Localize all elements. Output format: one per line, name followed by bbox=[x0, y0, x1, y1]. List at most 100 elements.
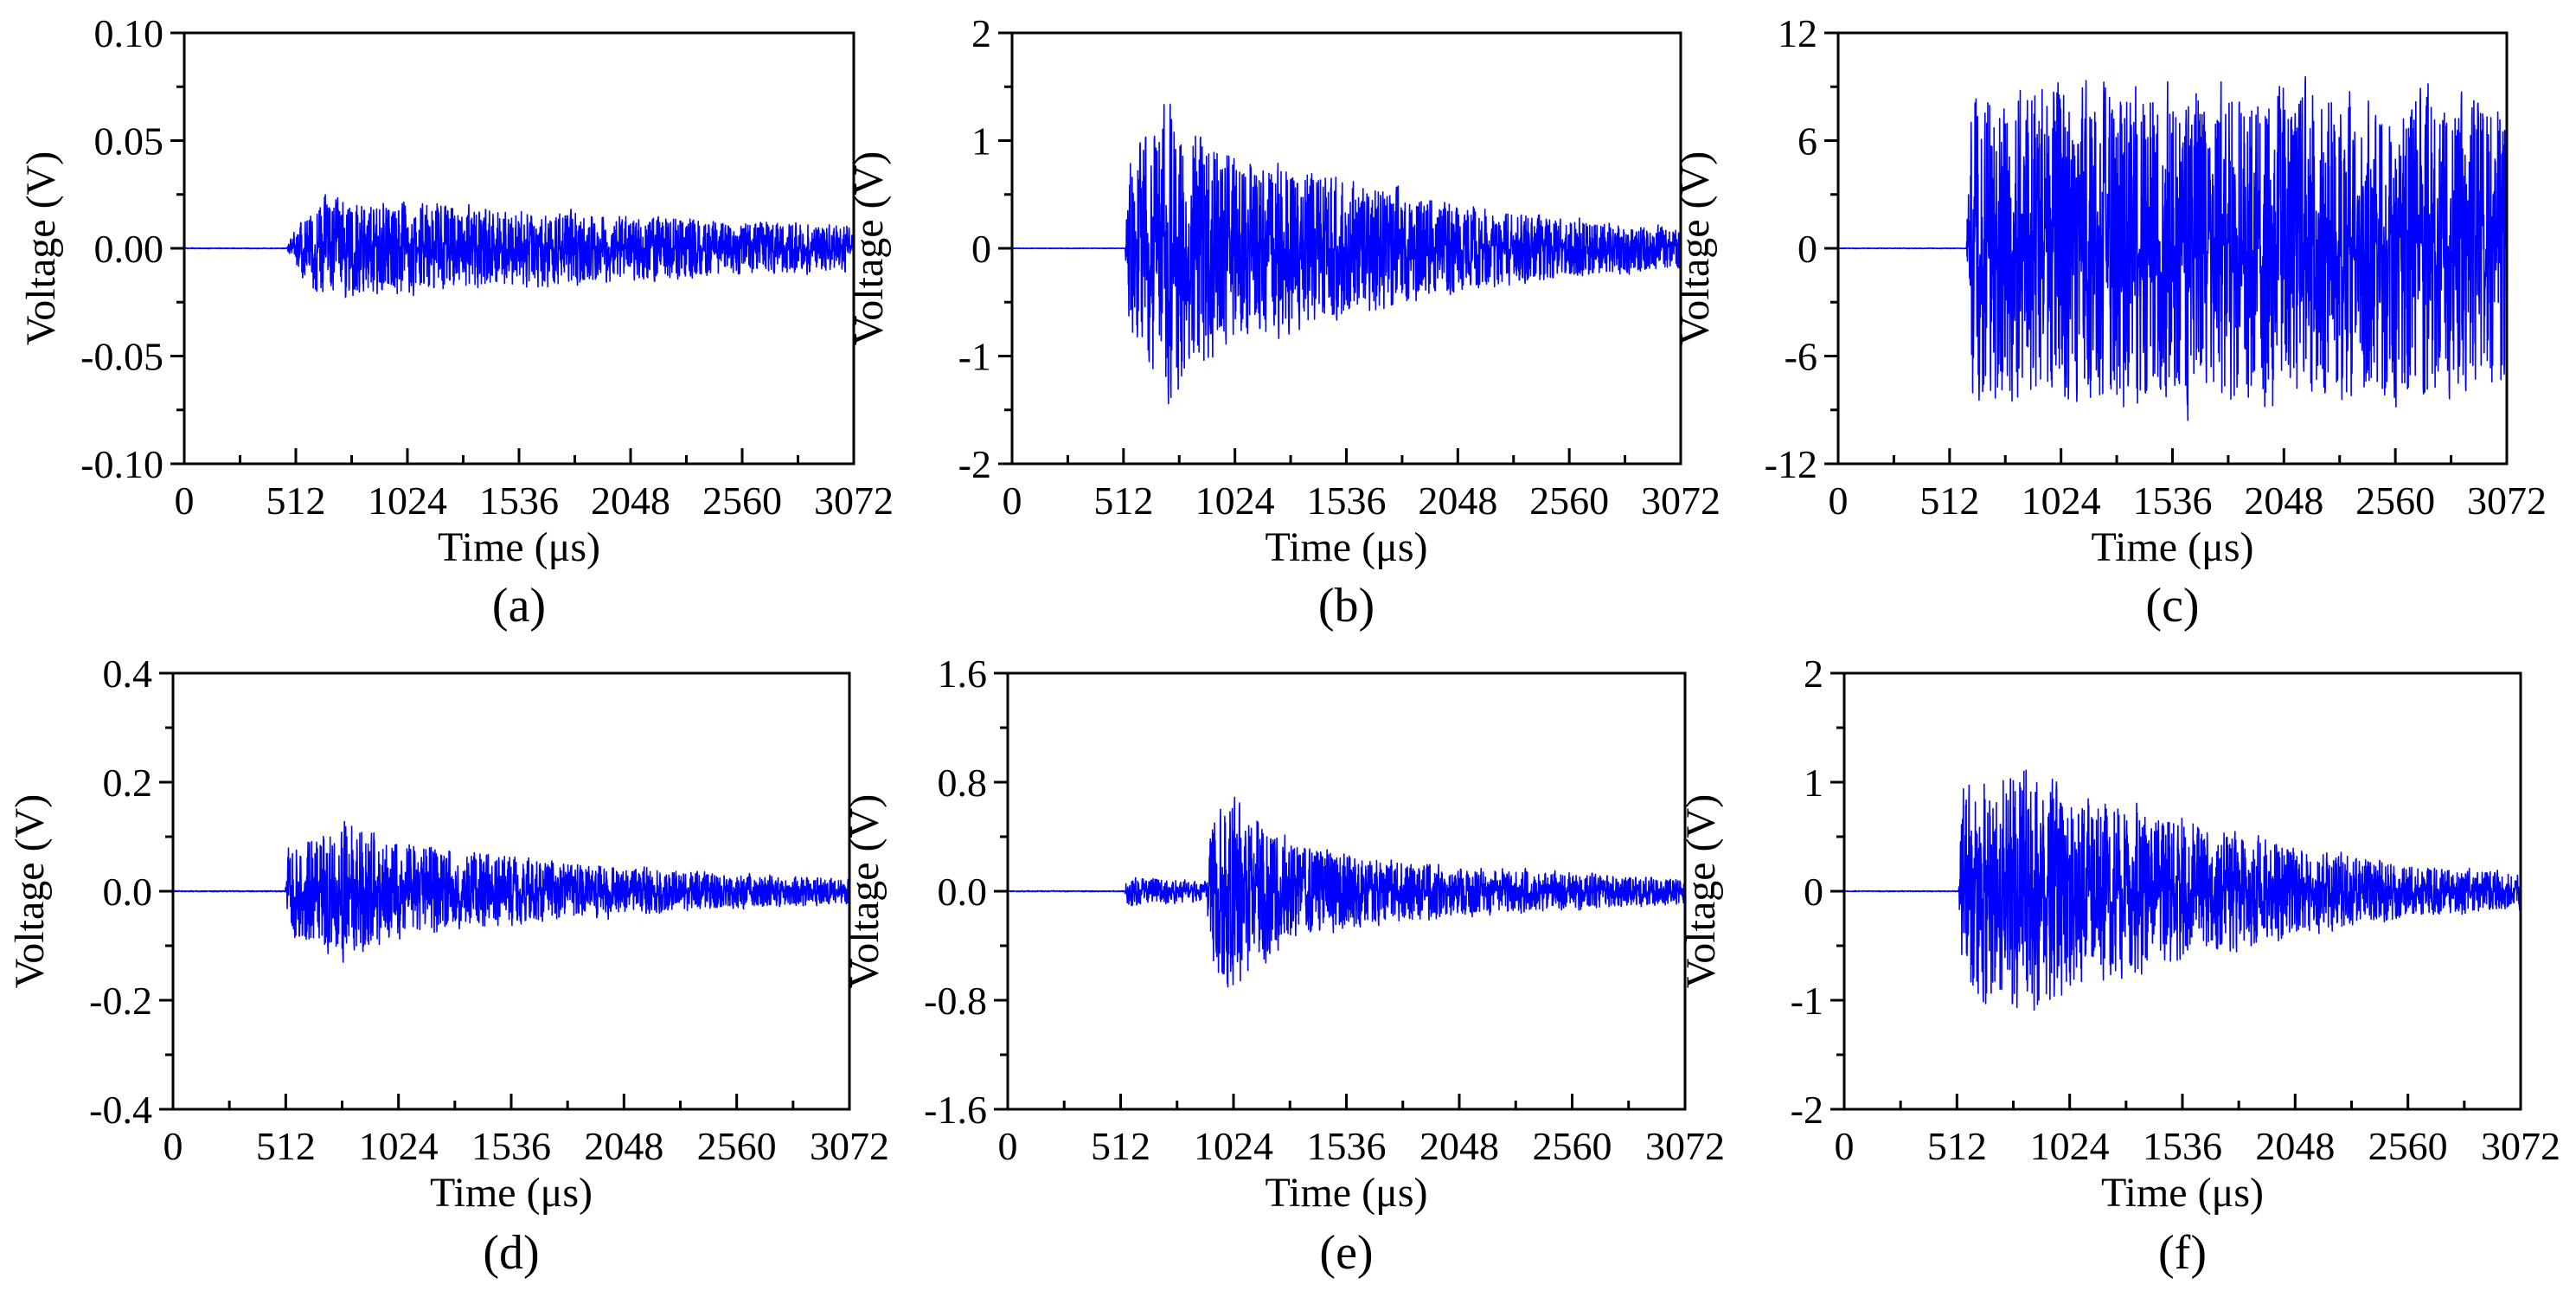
x-tick-label: 0 bbox=[1003, 478, 1022, 523]
x-tick-label: 2560 bbox=[2355, 478, 2435, 523]
panel-label: (d) bbox=[483, 1226, 539, 1280]
x-axis-title: Time (μs) bbox=[438, 524, 600, 570]
x-tick-label: 0 bbox=[163, 1124, 183, 1168]
x-tick-label: 0 bbox=[1829, 478, 1849, 523]
x-tick-label: 3072 bbox=[810, 1124, 889, 1168]
panel-label: (e) bbox=[1319, 1226, 1373, 1280]
y-tick-label: 2 bbox=[971, 11, 991, 55]
x-axis-title: Time (μs) bbox=[430, 1170, 593, 1216]
x-tick-label: 1536 bbox=[471, 1124, 551, 1168]
x-tick-label: 512 bbox=[1091, 1124, 1150, 1168]
signal-trace-b bbox=[1012, 103, 1681, 404]
y-tick-label: -1.6 bbox=[924, 1088, 987, 1132]
signal-trace-e bbox=[1008, 796, 1685, 988]
x-tick-label: 2048 bbox=[2244, 478, 2323, 523]
x-axis-title: Time (μs) bbox=[2101, 1170, 2264, 1216]
y-tick-label: -0.05 bbox=[80, 335, 163, 379]
x-tick-label: 1024 bbox=[2022, 478, 2101, 523]
y-tick-label: -1 bbox=[958, 335, 991, 379]
x-tick-label: 512 bbox=[1093, 478, 1153, 523]
x-tick-label: 2048 bbox=[591, 478, 670, 523]
x-tick-label: 3072 bbox=[2467, 478, 2547, 523]
x-tick-label: 0 bbox=[1835, 1124, 1855, 1168]
y-axis-title: Voltage (V) bbox=[18, 151, 64, 345]
y-tick-label: -2 bbox=[958, 442, 991, 486]
y-tick-label: 6 bbox=[1797, 119, 1817, 164]
x-tick-label: 2560 bbox=[2368, 1124, 2448, 1168]
y-tick-label: 0.10 bbox=[94, 11, 164, 55]
x-axis-title: Time (μs) bbox=[2092, 524, 2254, 570]
x-tick-label: 2560 bbox=[1529, 478, 1609, 523]
y-tick-label: 0.0 bbox=[103, 870, 153, 914]
y-tick-label: -0.8 bbox=[924, 979, 987, 1023]
x-tick-label: 1024 bbox=[1195, 478, 1275, 523]
x-tick-label: 1024 bbox=[1194, 1124, 1273, 1168]
y-tick-label: 0 bbox=[1804, 870, 1823, 914]
x-tick-label: 3072 bbox=[2481, 1124, 2560, 1168]
x-tick-label: 512 bbox=[266, 478, 326, 523]
panel-label: (c) bbox=[2145, 579, 2199, 633]
y-tick-label: 0.8 bbox=[938, 761, 988, 805]
signal-trace-c bbox=[1838, 75, 2507, 421]
chart-panel-a: 0 512 1024 1536 2048 2560 3072 -0.10 -0.05 0.00 0.… bbox=[18, 11, 894, 633]
x-tick-label: 3072 bbox=[1641, 478, 1721, 523]
y-tick-label: 0.0 bbox=[938, 870, 988, 914]
x-tick-label: 2560 bbox=[702, 478, 782, 523]
y-axis-title: Voltage (V) bbox=[1672, 151, 1718, 345]
chart-panel-f: 0 512 1024 1536 2048 2560 3072 -2 -1 0 1 2 Time (μs)… bbox=[1678, 652, 2560, 1280]
y-tick-label: -0.2 bbox=[89, 979, 152, 1023]
x-tick-label: 1024 bbox=[2030, 1124, 2110, 1168]
y-tick-label: -2 bbox=[1791, 1088, 1823, 1132]
y-tick-label: 0 bbox=[971, 227, 991, 271]
x-tick-label: 1536 bbox=[2143, 1124, 2222, 1168]
y-tick-label: 1 bbox=[971, 119, 991, 164]
signal-trace-a bbox=[184, 194, 854, 299]
chart-panel-b: 0 512 1024 1536 2048 2560 3072 -2 -1 0 1 2 Time (μs)… bbox=[846, 11, 1721, 633]
signal-trace-d bbox=[173, 820, 849, 963]
y-tick-label: -1 bbox=[1791, 979, 1823, 1023]
x-tick-label: 3072 bbox=[1645, 1124, 1725, 1168]
x-tick-label: 2560 bbox=[1533, 1124, 1612, 1168]
chart-panel-c: 0 512 1024 1536 2048 2560 3072 -12 -6 0 6 12 Time (μ… bbox=[1672, 11, 2547, 633]
x-tick-label: 512 bbox=[1919, 478, 1979, 523]
x-tick-label: 1536 bbox=[1307, 1124, 1387, 1168]
y-tick-label: 0.2 bbox=[103, 761, 153, 805]
y-tick-label: 0.00 bbox=[94, 227, 164, 271]
x-tick-label: 2048 bbox=[1418, 478, 1497, 523]
x-axis-title: Time (μs) bbox=[1266, 524, 1428, 570]
y-axis-title: Voltage (V) bbox=[7, 794, 53, 988]
signal-trace-f bbox=[1844, 769, 2521, 1011]
y-tick-label: 2 bbox=[1804, 652, 1823, 696]
y-tick-label: -12 bbox=[1765, 442, 1817, 486]
y-axis-title: Voltage (V) bbox=[846, 151, 892, 345]
x-tick-label: 512 bbox=[256, 1124, 316, 1168]
panel-label: (f) bbox=[2158, 1226, 2207, 1280]
y-axis-title: Voltage (V) bbox=[842, 794, 888, 988]
x-tick-label: 0 bbox=[175, 478, 195, 523]
x-tick-label: 2048 bbox=[1419, 1124, 1499, 1168]
y-tick-label: -6 bbox=[1785, 335, 1817, 379]
x-tick-label: 512 bbox=[1927, 1124, 1987, 1168]
y-tick-label: 1.6 bbox=[938, 652, 988, 696]
y-axis-title: Voltage (V) bbox=[1678, 794, 1724, 988]
y-tick-label: 0.05 bbox=[94, 119, 164, 164]
x-tick-label: 1536 bbox=[1307, 478, 1387, 523]
y-tick-label: 0 bbox=[1797, 227, 1817, 271]
x-tick-label: 0 bbox=[998, 1124, 1018, 1168]
x-axis-title: Time (μs) bbox=[1266, 1170, 1428, 1216]
y-tick-label: -0.4 bbox=[89, 1088, 152, 1132]
x-tick-label: 2048 bbox=[584, 1124, 663, 1168]
panel-label: (b) bbox=[1318, 579, 1375, 633]
x-tick-label: 3072 bbox=[814, 478, 894, 523]
y-tick-label: 1 bbox=[1804, 761, 1823, 805]
x-tick-label: 1024 bbox=[359, 1124, 439, 1168]
x-tick-label: 1024 bbox=[368, 478, 447, 523]
chart-panel-e: 0 512 1024 1536 2048 2560 3072 -1.6 -0.8 0.0 0.8 1.… bbox=[842, 652, 1725, 1280]
x-tick-label: 1536 bbox=[479, 478, 559, 523]
panel-label: (a) bbox=[492, 579, 546, 633]
x-tick-label: 1536 bbox=[2133, 478, 2213, 523]
y-tick-label: 0.4 bbox=[103, 652, 153, 696]
x-tick-label: 2560 bbox=[697, 1124, 777, 1168]
chart-panel-d: 0 512 1024 1536 2048 2560 3072 -0.4 -0.2 0.0 0.2 0.… bbox=[7, 652, 889, 1280]
